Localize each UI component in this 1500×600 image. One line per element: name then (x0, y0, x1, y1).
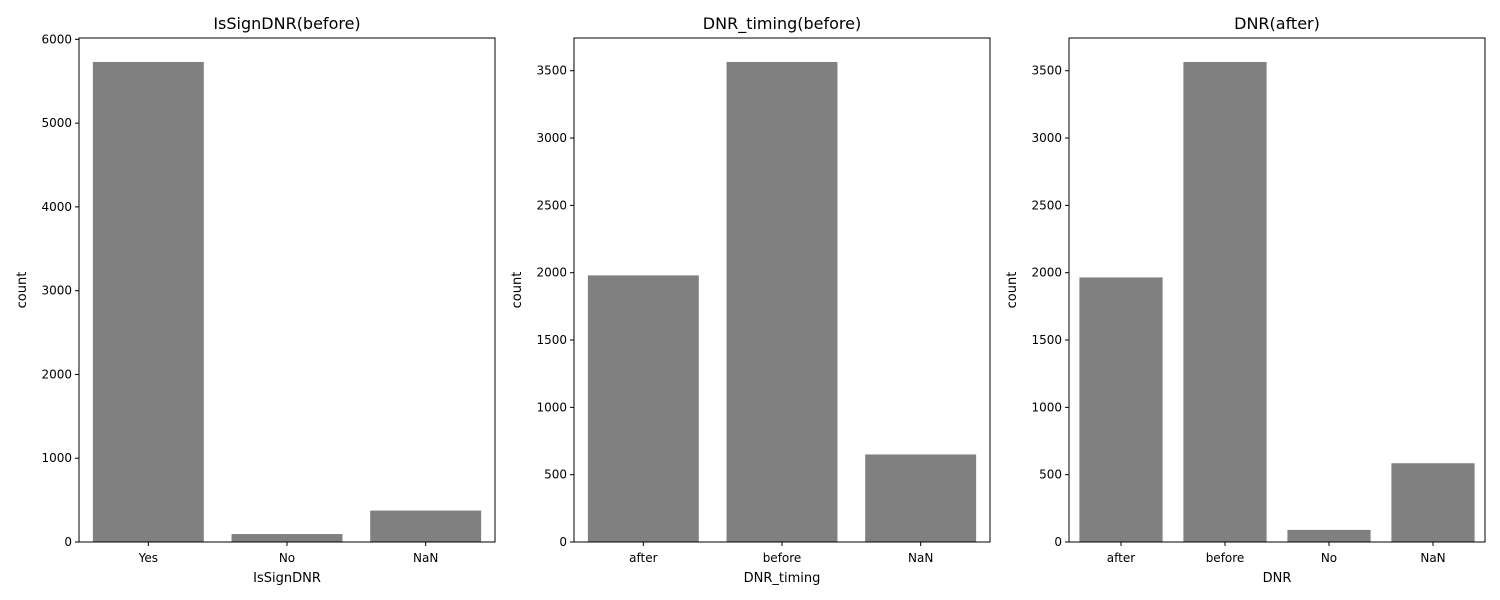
bar-no (1287, 529, 1371, 542)
x-tick-label: NaN (413, 551, 438, 565)
chart-title: DNR(after) (1234, 14, 1320, 33)
y-tick-label: 2500 (536, 198, 567, 212)
x-tick-label: No (1321, 551, 1337, 565)
x-tick-label: before (763, 551, 802, 565)
y-tick-label: 2000 (1031, 266, 1062, 280)
x-axis-label: DNR_timing (744, 571, 821, 586)
bar-yes (92, 61, 204, 542)
y-tick-label: 2500 (1031, 198, 1062, 212)
bar-no (231, 534, 343, 542)
x-axis-label: IsSignDNR (253, 571, 321, 586)
chart-2: 0 500 1000 1500 2000 2500 3000 3500 after before N… (510, 14, 991, 586)
y-tick-label: 1000 (41, 451, 72, 465)
y-tick-label: 1000 (536, 400, 567, 414)
y-tick-label: 1500 (536, 333, 567, 347)
x-tick-label: NaN (908, 551, 933, 565)
y-tick-label: 6000 (41, 32, 72, 46)
bar-before (1183, 61, 1267, 542)
y-tick-label: 0 (559, 535, 567, 549)
y-tick-label: 3000 (1031, 131, 1062, 145)
y-tick-label: 5000 (41, 116, 72, 130)
y-tick-label: 0 (1054, 535, 1062, 549)
x-tick-label: Yes (138, 551, 158, 565)
bar-nan (370, 510, 482, 542)
chart-3: 0 500 1000 1500 2000 2500 3000 3500 after before N… (1005, 14, 1486, 586)
y-tick-label: 4000 (41, 200, 72, 214)
x-tick-label: after (629, 551, 657, 565)
x-tick-label: No (279, 551, 295, 565)
y-tick-label: 0 (64, 535, 72, 549)
bar-before (726, 61, 838, 542)
y-tick-label: 3000 (41, 284, 72, 298)
x-axis-label: DNR (1263, 571, 1292, 586)
chart-title: DNR_timing(before) (703, 14, 861, 34)
axes-frame (1068, 37, 1486, 543)
x-tick-label: before (1206, 551, 1245, 565)
bar-nan (865, 454, 977, 542)
y-axis-label: count (15, 272, 30, 309)
y-tick-label: 3000 (536, 131, 567, 145)
chart-title: IsSignDNR(before) (213, 14, 360, 33)
y-tick-label: 500 (1039, 468, 1062, 482)
y-tick-label: 500 (544, 468, 567, 482)
y-axis-label: count (1005, 272, 1020, 309)
y-axis-label: count (510, 272, 525, 309)
y-tick-label: 2000 (536, 266, 567, 280)
bar-after (1079, 277, 1163, 542)
bar-after (587, 275, 699, 542)
y-tick-label: 3500 (1031, 64, 1062, 78)
y-tick-label: 2000 (41, 367, 72, 381)
chart-1: 0 1000 2000 3000 4000 5000 6000 Yes No NaN IsSignD… (15, 14, 496, 586)
bar-nan (1391, 463, 1475, 542)
y-tick-label: 1000 (1031, 400, 1062, 414)
y-tick-label: 1500 (1031, 333, 1062, 347)
x-tick-label: NaN (1420, 551, 1445, 565)
x-tick-label: after (1107, 551, 1135, 565)
y-tick-label: 3500 (536, 64, 567, 78)
